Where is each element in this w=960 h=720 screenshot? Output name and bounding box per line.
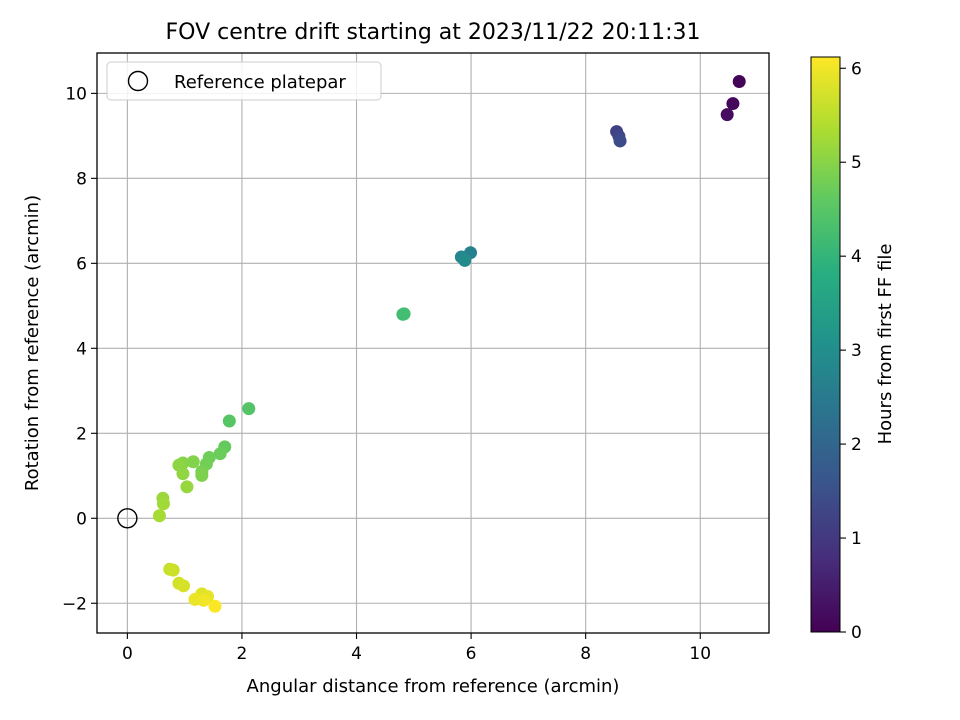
data-point xyxy=(720,108,734,122)
reference-platepar-marker xyxy=(117,508,138,529)
data-point xyxy=(152,509,166,523)
data-point xyxy=(726,97,740,111)
data-point xyxy=(197,593,211,607)
colorbar-tick-label: 3 xyxy=(851,341,862,361)
y-tick-label: 6 xyxy=(76,254,87,274)
legend-entry-label: Reference platepar xyxy=(174,72,346,93)
data-point xyxy=(180,480,194,494)
y-tick-label: 10 xyxy=(65,84,87,104)
colorbar: 0 1 2 3 4 5 6 Hours from first FF file xyxy=(810,56,896,643)
y-tick-label: 2 xyxy=(76,424,87,444)
data-point xyxy=(186,455,200,469)
grid xyxy=(97,53,769,633)
x-tick-label: 10 xyxy=(689,644,711,664)
y-tick-label: 0 xyxy=(76,509,87,529)
data-points xyxy=(152,74,746,613)
y-axis-ticks: −2 0 2 4 6 8 10 xyxy=(62,84,97,614)
legend-box xyxy=(106,61,382,101)
data-point xyxy=(222,414,236,428)
chart-title: FOV centre drift starting at 2023/11/22 … xyxy=(166,20,701,45)
reference-marker xyxy=(117,508,138,529)
colorbar-gradient xyxy=(810,56,841,633)
data-point xyxy=(242,402,256,416)
x-tick-label: 6 xyxy=(466,644,477,664)
y-tick-label: −2 xyxy=(62,594,87,614)
y-tick-label: 8 xyxy=(76,169,87,189)
x-axis-label: Angular distance from reference (arcmin) xyxy=(247,676,620,697)
x-tick-label: 4 xyxy=(351,644,362,664)
data-point xyxy=(732,74,746,88)
colorbar-tick-label: 1 xyxy=(851,529,862,549)
x-axis-ticks: 0 2 4 6 8 10 xyxy=(122,633,711,664)
legend-marker-icon xyxy=(127,70,149,92)
data-point xyxy=(213,447,227,461)
data-point xyxy=(166,563,180,577)
x-tick-label: 8 xyxy=(580,644,591,664)
data-point xyxy=(208,599,222,613)
data-point xyxy=(176,467,190,481)
legend: Reference platepar xyxy=(106,61,382,101)
data-point xyxy=(156,497,170,511)
data-point xyxy=(177,579,191,593)
data-point xyxy=(195,468,209,482)
colorbar-tick-label: 6 xyxy=(851,59,862,79)
colorbar-label: Hours from first FF file xyxy=(875,244,896,445)
data-point xyxy=(613,134,627,148)
plot-frame xyxy=(96,52,770,634)
colorbar-tick-label: 0 xyxy=(851,623,862,643)
colorbar-tick-label: 2 xyxy=(851,435,862,455)
colorbar-tick-label: 4 xyxy=(851,247,862,267)
y-tick-label: 4 xyxy=(76,339,87,359)
x-tick-label: 2 xyxy=(237,644,248,664)
x-tick-label: 0 xyxy=(122,644,133,664)
y-axis-label: Rotation from reference (arcmin) xyxy=(22,195,43,491)
colorbar-tick-label: 5 xyxy=(851,153,862,173)
data-point xyxy=(397,307,411,321)
data-point xyxy=(458,253,472,267)
colorbar-ticks: 0 1 2 3 4 5 6 xyxy=(840,59,862,643)
